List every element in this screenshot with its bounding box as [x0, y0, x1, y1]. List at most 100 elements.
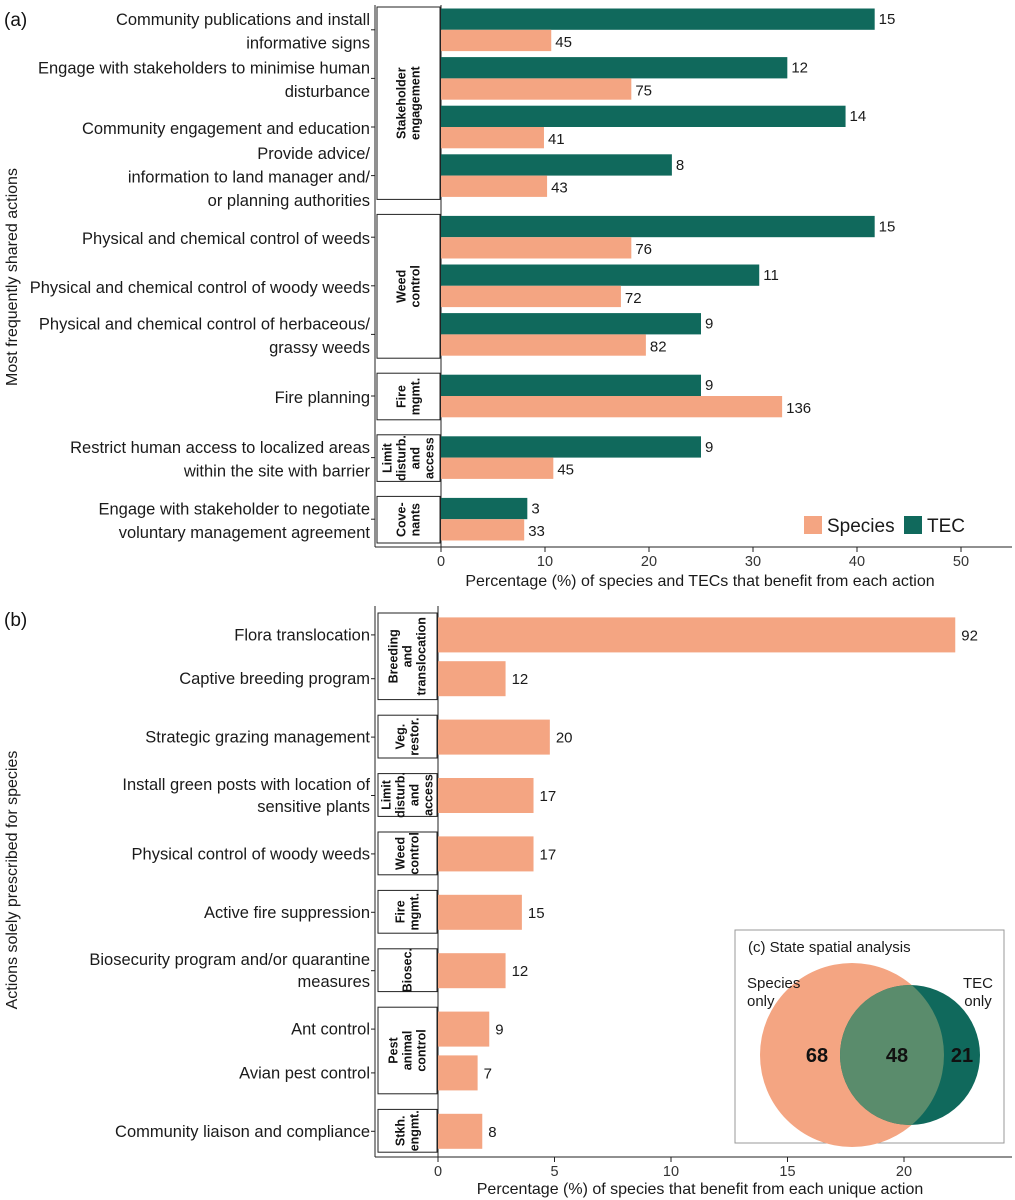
data-label-species: 136	[786, 400, 811, 417]
bar-species	[438, 953, 506, 989]
bar-species	[441, 29, 552, 52]
data-label-species: 45	[557, 462, 574, 479]
group-label-group: Pest animal control	[387, 1029, 429, 1071]
group-label: Cove-	[395, 502, 409, 537]
panel-a-x-tick-label: 0	[437, 554, 445, 570]
group-label: animal	[401, 1031, 415, 1071]
group-label-group: Limit disturb. and access	[380, 772, 436, 818]
bar-species	[438, 894, 522, 930]
bar-species	[441, 396, 783, 418]
panel-a-y-axis-title-group: Most frequently shared actions	[4, 168, 21, 386]
group-strip	[377, 1006, 438, 1095]
action-label: Captive breeding program	[179, 670, 370, 688]
group-label-group: Biosec.	[401, 948, 415, 992]
group-strip	[377, 773, 438, 817]
group-strip	[376, 6, 441, 200]
group-label: restor.	[408, 717, 422, 755]
panel-b-x-tick-label: 0	[434, 1164, 442, 1180]
data-label-species: 17	[540, 846, 557, 863]
legend-label-species: Species	[827, 516, 895, 537]
panel-a-x-axis-title: Percentage (%) of species and TECs that …	[465, 573, 934, 590]
venn-value-overlap: 48	[886, 1045, 908, 1067]
data-label-tec: 8	[676, 157, 684, 174]
group-label: Veg.	[394, 724, 408, 750]
venn-set-label-tec: TEC	[963, 975, 993, 992]
data-label-species: 43	[551, 180, 568, 197]
data-label-species: 12	[512, 963, 529, 980]
group-label: access	[422, 774, 436, 816]
data-label-tec: 15	[879, 11, 896, 28]
data-label-species: 75	[635, 82, 652, 99]
venn-set-label-tec: only	[964, 993, 992, 1010]
panel-b-x-tick-label: 10	[663, 1164, 679, 1180]
bar-species	[438, 1055, 478, 1091]
bar-tec	[441, 264, 760, 286]
group-strip	[377, 612, 438, 701]
action-label: Active fire suppression	[204, 904, 370, 922]
group-label: and	[408, 784, 422, 806]
panel-a-y-axis-title: Most frequently shared actions	[4, 168, 21, 386]
venn-set-label-species: only	[747, 993, 775, 1010]
panel-a-x-tick-label: 10	[537, 554, 553, 570]
action-label: Fire planning	[275, 389, 370, 407]
group-label: and	[409, 447, 423, 469]
group-label: Stkh.	[394, 1116, 408, 1147]
panel-b-y-axis-title: Actions solely prescribed for species	[4, 751, 21, 1010]
bar-tec	[441, 374, 701, 396]
group-label-group: Stkh. engmt.	[394, 1110, 422, 1151]
bar-species	[441, 78, 632, 100]
bar-species	[438, 661, 506, 697]
group-label: nants	[409, 503, 423, 536]
bar-tec	[441, 497, 528, 520]
group-label: control	[408, 832, 422, 874]
bar-species	[441, 127, 544, 149]
group-label: disturb.	[395, 435, 409, 481]
legend-label-tec: TEC	[927, 516, 965, 537]
bar-tec	[441, 215, 875, 238]
group-label: Fire	[395, 385, 409, 408]
group-label-group: Breeding and translocation	[387, 617, 429, 696]
panel-b-x-tick-label: 20	[896, 1164, 912, 1180]
data-label-tec: 14	[850, 108, 867, 125]
data-label-species: 45	[555, 34, 572, 51]
action-label: Strategic grazing management	[145, 729, 370, 747]
venn-value-tec: 21	[951, 1045, 973, 1067]
group-label-group: Weed control	[394, 832, 422, 874]
action-label: Avian pest control	[239, 1064, 370, 1082]
venn-set-label-species: Species	[747, 975, 800, 992]
action-label: Physical and chemical control of woody w…	[30, 279, 370, 297]
group-label: access	[423, 437, 437, 479]
data-label-species: 17	[540, 788, 557, 805]
data-label-species: 92	[961, 627, 978, 644]
action-label: grassy weeds	[269, 339, 370, 357]
panel-a-x-tick-label: 20	[641, 554, 657, 570]
bar-tec	[441, 105, 846, 127]
group-label: Limit	[381, 442, 395, 473]
action-label: Flora translocation	[234, 626, 370, 644]
group-label-group: Veg. restor.	[394, 717, 422, 755]
data-label-tec: 9	[705, 439, 713, 456]
group-label-group: Weed control	[395, 265, 423, 307]
group-label: Limit	[380, 779, 394, 810]
data-label-tec: 9	[705, 316, 713, 333]
bar-tec	[441, 436, 701, 458]
panel-b-x-tick-label: 5	[550, 1164, 558, 1180]
group-label: and	[401, 645, 415, 667]
panel-label-a: (a)	[4, 10, 27, 31]
panel-a-x-tick-label: 50	[953, 554, 969, 570]
group-label: mgmt.	[409, 378, 423, 416]
bar-species	[441, 285, 621, 308]
group-strip	[377, 831, 438, 876]
action-label: Community engagement and education	[82, 120, 370, 138]
data-label-species: 72	[625, 290, 642, 307]
bar-tec	[441, 313, 701, 335]
action-label: sensitive plants	[257, 798, 370, 816]
group-label: engagement	[409, 66, 423, 140]
bar-tec	[441, 57, 788, 79]
panel-b-x-axis-title: Percentage (%) of species that benefit f…	[477, 1181, 923, 1198]
group-label-group: Cove-nants	[395, 502, 423, 537]
action-label: within the site with barrier	[183, 462, 371, 480]
group-label-group: Limit disturb. and access	[381, 435, 437, 481]
group-strip	[376, 213, 441, 359]
